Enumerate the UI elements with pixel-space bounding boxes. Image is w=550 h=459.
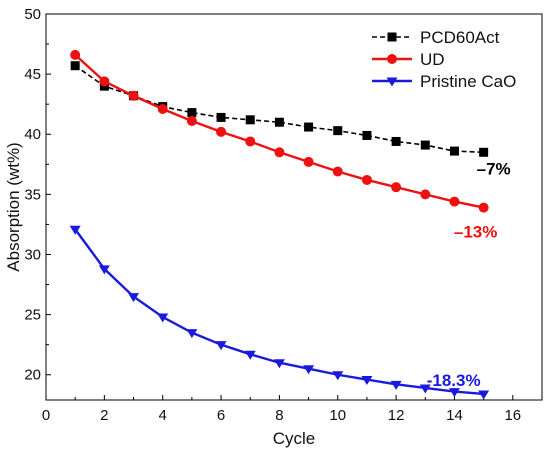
data-point <box>478 202 489 213</box>
data-point <box>449 196 460 207</box>
data-point <box>99 76 110 87</box>
data-point <box>128 293 140 303</box>
legend-marker <box>386 77 398 87</box>
data-point <box>303 156 314 167</box>
legend-label: PCD60Act <box>420 28 500 47</box>
data-point <box>361 376 373 386</box>
data-point <box>333 126 343 136</box>
data-point <box>479 147 489 157</box>
data-point <box>332 166 343 177</box>
y-tick-label: 25 <box>24 307 41 324</box>
data-point <box>448 388 460 398</box>
series-pristine-cao <box>69 225 490 400</box>
data-point <box>362 130 372 140</box>
y-tick-label: 50 <box>24 6 41 23</box>
x-axis: 0 2 4 6 8 10 12 14 16 <box>42 395 521 424</box>
data-point <box>215 341 227 351</box>
data-point <box>391 136 401 146</box>
data-point <box>216 126 227 137</box>
data-point <box>157 103 168 114</box>
y-axis-title: Absorption (wt%) <box>4 142 23 271</box>
series-line <box>74 228 484 396</box>
data-point <box>449 146 459 156</box>
y-axis: 20 25 30 35 40 45 50 <box>24 6 51 384</box>
data-point <box>274 147 285 158</box>
data-point <box>419 384 431 394</box>
x-tick-label: 6 <box>217 407 225 424</box>
data-point <box>420 189 431 200</box>
data-point <box>420 140 430 150</box>
plot-frame <box>45 13 543 401</box>
data-point <box>128 90 139 101</box>
y-tick-label: 45 <box>24 66 41 83</box>
data-point <box>70 61 80 71</box>
annotation-pristine-cao: -18.3% <box>427 371 481 390</box>
x-tick-label: 12 <box>388 407 405 424</box>
legend-item-pcd60act: PCD60Act <box>372 28 500 47</box>
data-point <box>245 136 256 147</box>
data-point <box>245 115 255 125</box>
y-tick-label: 30 <box>24 246 41 263</box>
series-layer <box>69 49 490 400</box>
legend: PCD60Act UD Pristine CaO <box>372 28 516 91</box>
legend-marker <box>387 32 397 42</box>
data-point <box>70 49 81 60</box>
x-tick-label: 2 <box>100 407 108 424</box>
data-point <box>391 182 402 193</box>
y-tick-label: 35 <box>24 186 41 203</box>
y-tick-label: 40 <box>24 126 41 143</box>
annotation-ud: –13% <box>454 223 497 242</box>
data-point <box>186 116 197 127</box>
data-point <box>98 265 110 275</box>
legend-marker <box>387 54 397 64</box>
x-tick-label: 14 <box>446 407 463 424</box>
data-point <box>69 225 81 235</box>
data-point <box>304 122 314 132</box>
annotation-pcd60act: –7% <box>477 159 511 178</box>
data-point <box>273 359 285 369</box>
x-tick-label: 0 <box>42 407 50 424</box>
data-point <box>478 390 490 400</box>
data-point <box>157 313 169 323</box>
data-point <box>361 174 372 185</box>
legend-item-pristine-cao: Pristine CaO <box>372 72 516 91</box>
data-point <box>244 350 256 360</box>
x-tick-label: 8 <box>275 407 283 424</box>
x-axis-title: Cycle <box>273 429 316 448</box>
data-point <box>390 380 402 390</box>
data-point <box>187 108 197 118</box>
data-point <box>274 117 284 127</box>
y-tick-label: 20 <box>24 367 41 384</box>
data-point <box>303 365 315 375</box>
x-tick-label: 10 <box>329 407 346 424</box>
x-tick-label: 16 <box>504 407 521 424</box>
series-ud <box>70 49 489 213</box>
x-tick-label: 4 <box>159 407 167 424</box>
annotation-layer: –7% –13% -18.3% <box>427 159 511 390</box>
data-point <box>186 329 198 339</box>
legend-label: UD <box>420 50 445 69</box>
legend-item-ud: UD <box>372 50 445 69</box>
legend-label: Pristine CaO <box>420 72 516 91</box>
data-point <box>332 371 344 381</box>
data-point <box>216 112 226 122</box>
